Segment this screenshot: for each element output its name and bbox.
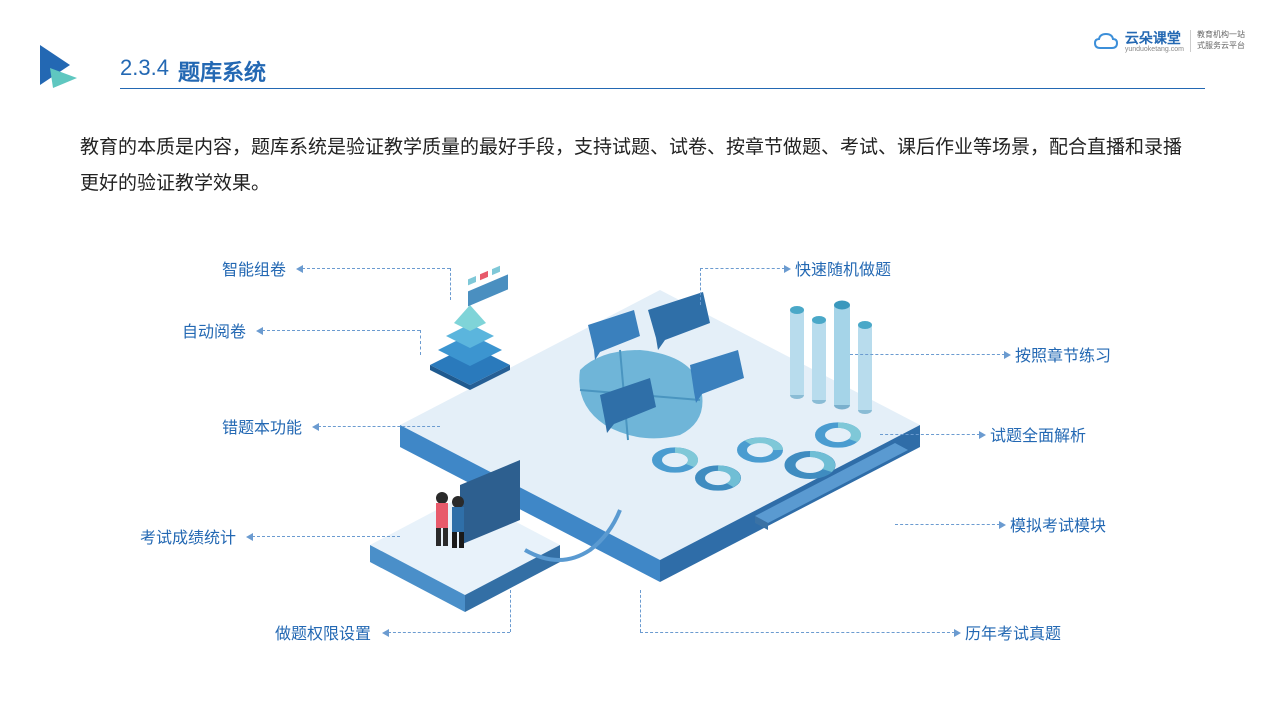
logo-divider — [1190, 30, 1191, 52]
callout-auto-grade: 自动阅卷 — [182, 318, 246, 342]
logo-slogan-2: 式服务云平台 — [1197, 41, 1245, 51]
section-title: 题库系统 — [178, 55, 266, 87]
callout-chapter-practice: 按照章节练习 — [1015, 342, 1111, 366]
page-description: 教育的本质是内容，题库系统是验证教学质量的最好手段，支持试题、试卷、按章节做题、… — [80, 130, 1200, 202]
dash-line — [302, 268, 450, 269]
dash-line — [262, 330, 420, 331]
dash-line — [700, 268, 701, 305]
dash-line — [318, 426, 440, 427]
callout-full-analysis: 试题全面解析 — [990, 422, 1086, 446]
dash-line — [252, 536, 400, 537]
dash-line — [388, 632, 510, 633]
callout-smart-paper: 智能组卷 — [222, 256, 286, 280]
callout-past-exams: 历年考试真题 — [965, 620, 1061, 644]
callout-exam-stats: 考试成绩统计 — [140, 524, 236, 548]
dash-line — [850, 354, 1005, 355]
dash-line — [895, 524, 1000, 525]
dash-line — [510, 590, 511, 632]
dash-line — [640, 632, 955, 633]
title-underline — [120, 88, 1205, 89]
dash-line — [420, 330, 421, 355]
section-number: 2.3.4 — [120, 55, 169, 81]
dash-line — [700, 268, 785, 269]
logo-brand-text: 云朵课堂 — [1125, 28, 1184, 48]
logo-slogan-1: 教育机构一站 — [1197, 30, 1245, 40]
feature-diagram: 智能组卷 自动阅卷 错题本功能 考试成绩统计 做题权限设置 快速随机做题 按照章… — [0, 210, 1280, 690]
dash-line — [450, 268, 451, 300]
brand-logo: 云朵课堂 yunduoketang.com 教育机构一站 式服务云平台 — [1093, 28, 1245, 53]
callout-quick-random: 快速随机做题 — [795, 256, 891, 280]
header-bullet-icon — [35, 40, 85, 90]
callout-wrong-book: 错题本功能 — [222, 414, 302, 438]
logo-domain-text: yunduoketang.com — [1125, 46, 1184, 53]
callout-mock-exam: 模拟考试模块 — [1010, 512, 1106, 536]
dash-line — [880, 434, 980, 435]
dash-line — [640, 590, 641, 632]
callout-permission: 做题权限设置 — [275, 620, 371, 644]
cloud-icon — [1093, 32, 1119, 50]
